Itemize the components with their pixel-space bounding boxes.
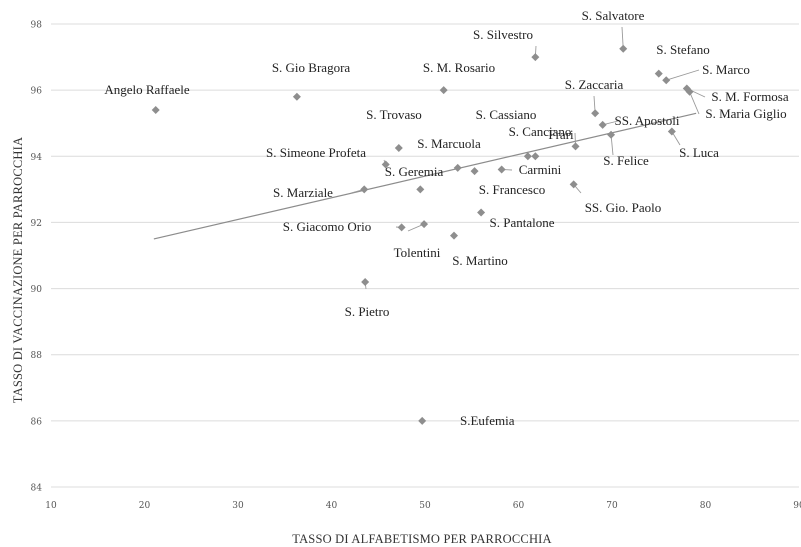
data-point-marker bbox=[662, 76, 671, 85]
y-tick-label: 96 bbox=[31, 87, 43, 97]
data-point-marker bbox=[569, 180, 578, 189]
data-point-label: S. Zaccaria bbox=[565, 77, 624, 92]
data-point-label: S.Eufemia bbox=[460, 413, 515, 428]
data-point-label: S. Maria Giglio bbox=[705, 106, 786, 121]
x-axis-title: TASSO DI ALFABETISMO PER PARROCCHIA bbox=[292, 532, 552, 546]
y-tick-label: 84 bbox=[31, 484, 43, 494]
data-point-marker bbox=[571, 142, 580, 151]
x-tick-label: 40 bbox=[326, 501, 338, 511]
data-point-marker bbox=[439, 86, 448, 95]
data-point-label: S. Pantalone bbox=[490, 215, 555, 230]
y-tick-label: 90 bbox=[31, 285, 43, 295]
data-point-label: S. Salvatore bbox=[582, 8, 645, 23]
data-point-label: S. Simeone Profeta bbox=[266, 145, 366, 160]
trendline bbox=[153, 112, 697, 240]
data-point-marker bbox=[453, 163, 462, 172]
data-point-label: S. M. Rosario bbox=[423, 60, 495, 75]
data-point-marker bbox=[418, 416, 427, 425]
data-point-marker bbox=[394, 144, 403, 153]
data-point-marker bbox=[420, 220, 429, 229]
x-tick-label: 10 bbox=[45, 501, 57, 511]
leader-line bbox=[689, 91, 700, 115]
data-point-label: Tolentini bbox=[394, 245, 441, 260]
data-point-marker bbox=[397, 223, 406, 232]
data-point-marker bbox=[361, 277, 370, 286]
data-point-marker bbox=[477, 208, 486, 217]
data-point-marker bbox=[531, 53, 540, 62]
data-point-label: S. Martino bbox=[452, 253, 508, 268]
data-point-label: S. Trovaso bbox=[366, 107, 422, 122]
data-point-marker bbox=[523, 152, 532, 161]
data-point-label: S. Geremia bbox=[385, 164, 444, 179]
data-point-marker bbox=[531, 152, 540, 161]
data-point-marker bbox=[685, 87, 694, 96]
x-tick-label: 90 bbox=[793, 501, 801, 511]
data-point-label: S. Stefano bbox=[656, 42, 709, 57]
y-tick-label: 88 bbox=[31, 351, 43, 361]
data-point-label: S. Marco bbox=[702, 62, 750, 77]
data-point-label: SS. Gio. Paolo bbox=[585, 200, 662, 215]
data-point-marker bbox=[591, 109, 600, 118]
x-tick-label: 30 bbox=[232, 501, 244, 511]
trendline-group bbox=[153, 112, 697, 240]
data-point-label: S. Gio Bragora bbox=[272, 60, 351, 75]
data-point-marker bbox=[607, 130, 616, 139]
leader-line bbox=[666, 69, 700, 81]
x-tick-label: 60 bbox=[513, 501, 525, 511]
data-point-marker bbox=[416, 185, 425, 194]
data-point-label: S. Luca bbox=[679, 145, 719, 160]
axis-ticks: 84 86 88 90 92 94 96 98 10 20 30 40 50 60 70 80 90 bbox=[31, 21, 801, 512]
data-point-label: S. Canciano bbox=[509, 124, 572, 139]
data-markers bbox=[151, 44, 694, 425]
data-point-label: SS. Apostoli bbox=[614, 113, 679, 128]
data-point-marker bbox=[667, 127, 676, 136]
y-tick-label: 86 bbox=[31, 417, 43, 427]
data-point-label: S. Giacomo Orio bbox=[283, 219, 371, 234]
data-point-label: S. Marziale bbox=[273, 185, 333, 200]
data-point-label: S. Pietro bbox=[345, 304, 390, 319]
data-point-label: S. Felice bbox=[603, 153, 649, 168]
data-point-label: S. M. Formosa bbox=[711, 89, 789, 104]
data-point-label: S. Cassiano bbox=[476, 107, 537, 122]
data-point-marker bbox=[598, 120, 607, 129]
data-point-label: S. Marcuola bbox=[417, 136, 481, 151]
x-tick-label: 70 bbox=[606, 501, 618, 511]
data-point-label: Angelo Raffaele bbox=[104, 82, 190, 97]
x-tick-label: 20 bbox=[139, 501, 151, 511]
data-point-label: S. Silvestro bbox=[473, 27, 533, 42]
data-point-label: Frari bbox=[548, 127, 574, 142]
y-axis-title: TASSO DI VACCINAZIONE PER PARROCCHIA bbox=[11, 137, 25, 403]
x-tick-label: 50 bbox=[419, 501, 431, 511]
data-point-marker bbox=[470, 167, 479, 176]
y-tick-label: 94 bbox=[31, 153, 43, 163]
data-point-marker bbox=[449, 231, 458, 240]
y-tick-label: 98 bbox=[31, 21, 43, 31]
data-point-label: Carmini bbox=[519, 162, 562, 177]
point-labels: Angelo Raffaele S. Gio Bragora S. M. Rosar… bbox=[104, 8, 789, 428]
data-point-marker bbox=[619, 44, 628, 53]
data-point-label: S. Francesco bbox=[479, 182, 545, 197]
data-point-marker bbox=[292, 92, 301, 101]
data-point-marker bbox=[360, 185, 369, 194]
data-point-marker bbox=[497, 165, 506, 174]
data-point-marker bbox=[151, 105, 160, 114]
data-point-marker bbox=[381, 160, 390, 169]
data-point-marker bbox=[654, 69, 663, 78]
x-tick-label: 80 bbox=[700, 501, 712, 511]
y-tick-label: 92 bbox=[31, 219, 42, 229]
